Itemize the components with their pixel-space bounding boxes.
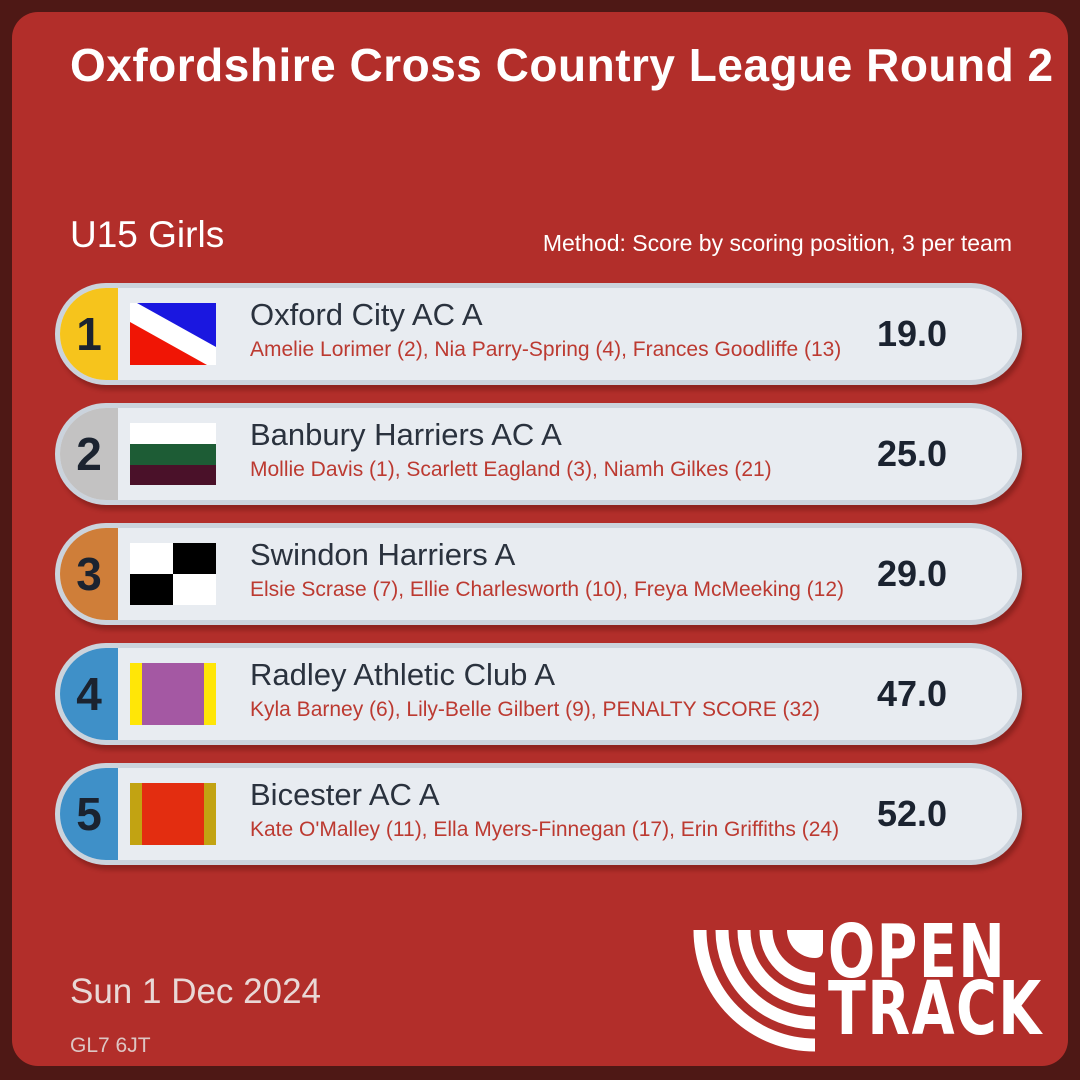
team-name: Banbury Harriers AC A bbox=[250, 417, 562, 452]
team-name: Swindon Harriers A bbox=[250, 537, 516, 572]
bicester-ac-flag-icon bbox=[130, 783, 216, 845]
position-number: 1 bbox=[76, 308, 102, 360]
athletes-list: Kate O'Malley (11), Ella Myers-Finnegan … bbox=[250, 818, 840, 841]
team-score: 29.0 bbox=[876, 553, 948, 594]
scoring-method-note: Method: Score by scoring position, 3 per… bbox=[542, 230, 1012, 256]
position-number: 5 bbox=[76, 788, 102, 840]
team-info: Radley Athletic Club A Kyla Barney (6), … bbox=[250, 656, 820, 723]
team-info: Banbury Harriers AC A Mollie Davis (1), … bbox=[250, 416, 807, 483]
opentrack-logo-text: OPEN TRACK bbox=[828, 909, 1043, 1052]
oxford-city-flag-icon bbox=[130, 303, 216, 365]
position-badge-bronze: 3 bbox=[60, 528, 118, 620]
card-background: Oxfordshire Cross Country League Round 2… bbox=[12, 12, 1068, 1066]
team-info: Oxford City AC A Amelie Lorimer (2), Nia… bbox=[250, 296, 842, 363]
opentrack-logo-line2: TRACK bbox=[828, 966, 1043, 1052]
page-title: Oxfordshire Cross Country League Round 2 bbox=[70, 39, 1054, 91]
athletes-list: Kyla Barney (6), Lily-Belle Gilbert (9),… bbox=[250, 698, 820, 721]
position-badge-silver: 2 bbox=[60, 408, 118, 500]
swindon-harriers-flag-icon bbox=[130, 543, 216, 605]
team-score: 25.0 bbox=[876, 433, 948, 474]
athletes-list: Amelie Lorimer (2), Nia Parry-Spring (4)… bbox=[250, 338, 842, 361]
position-number: 2 bbox=[76, 428, 102, 480]
table-row: 3 Swindon Harriers A Elsie Scrase (7), E… bbox=[55, 523, 1022, 625]
position-badge-gold: 1 bbox=[60, 288, 118, 380]
banbury-harriers-flag-icon bbox=[130, 423, 216, 485]
table-row: 4 Radley Athletic Club A Kyla Barney (6)… bbox=[55, 643, 1022, 745]
team-name: Radley Athletic Club A bbox=[250, 657, 556, 692]
venue-postcode: GL7 6JT bbox=[70, 1034, 151, 1057]
team-name: Bicester AC A bbox=[250, 777, 440, 812]
category-heading: U15 Girls bbox=[70, 214, 225, 255]
position-number: 4 bbox=[76, 668, 102, 720]
team-score: 19.0 bbox=[876, 313, 948, 354]
team-info: Swindon Harriers A Elsie Scrase (7), Ell… bbox=[250, 536, 845, 603]
athletes-list: Mollie Davis (1), Scarlett Eagland (3), … bbox=[250, 458, 772, 481]
opentrack-track-bend-icon bbox=[693, 929, 823, 1052]
radley-athletic-flag-icon bbox=[130, 663, 216, 725]
table-row: 1 Oxford City AC A Amelie Lorimer (2), N… bbox=[55, 283, 1022, 385]
team-name: Oxford City AC A bbox=[250, 297, 483, 332]
team-score: 47.0 bbox=[876, 673, 948, 714]
table-row: 5 Bicester AC A Kate O'Malley (11), Ella… bbox=[55, 763, 1022, 865]
athletes-list: Elsie Scrase (7), Ellie Charlesworth (10… bbox=[250, 578, 845, 601]
table-row: 2 Banbury Harriers AC A Mollie Davis (1)… bbox=[55, 403, 1022, 505]
event-date: Sun 1 Dec 2024 bbox=[70, 972, 322, 1011]
team-info: Bicester AC A Kate O'Malley (11), Ella M… bbox=[250, 776, 840, 843]
results-list: 1 Oxford City AC A Amelie Lorimer (2), N… bbox=[55, 283, 1022, 883]
position-badge-blue: 5 bbox=[60, 768, 118, 860]
opentrack-logo-line1: OPEN bbox=[828, 909, 1007, 995]
position-badge-blue: 4 bbox=[60, 648, 118, 740]
team-score: 52.0 bbox=[876, 793, 948, 834]
position-number: 3 bbox=[76, 548, 102, 600]
